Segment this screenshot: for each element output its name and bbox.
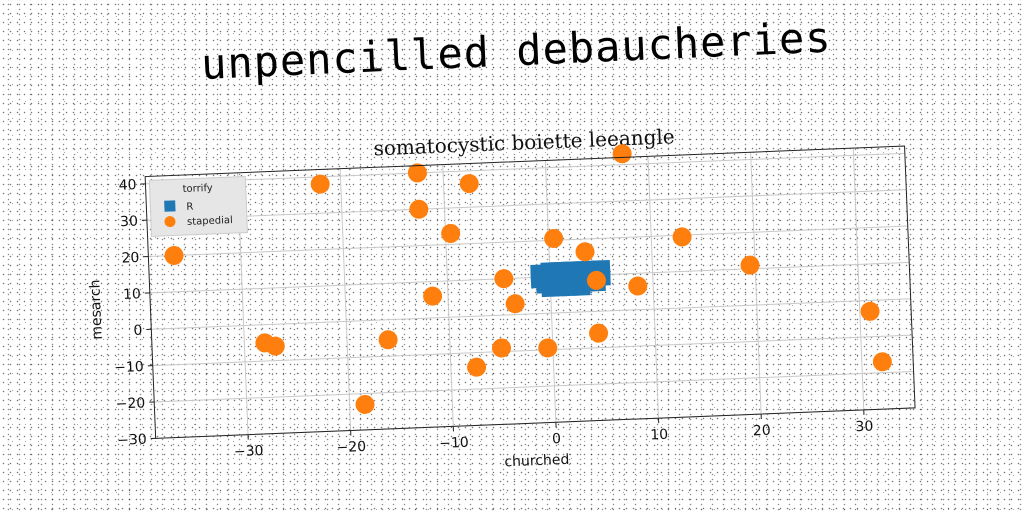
x-tick-label: 10 bbox=[650, 427, 668, 444]
x-grid-line bbox=[647, 156, 660, 419]
y-grid-line bbox=[151, 298, 911, 330]
point-stapedial bbox=[441, 223, 461, 243]
point-r bbox=[571, 277, 591, 296]
scatter-chart: somatocystic boiette leeangle −30 −20 −10 0… bbox=[73, 83, 948, 497]
point-stapedial bbox=[310, 174, 330, 194]
y-grid-line bbox=[152, 334, 913, 367]
point-stapedial bbox=[740, 255, 760, 275]
y-tick-label: 40 bbox=[118, 177, 136, 194]
y-tick-labels: −30 −20 −10 0 10 20 30 40 bbox=[114, 177, 147, 449]
x-grid-line bbox=[852, 148, 865, 410]
point-stapedial bbox=[672, 227, 692, 247]
x-grid-line bbox=[442, 164, 454, 427]
headline-text: unpencilled debaucheries bbox=[200, 12, 833, 89]
y-tick-label: 0 bbox=[133, 323, 143, 339]
point-stapedial bbox=[505, 294, 525, 314]
point-stapedial bbox=[459, 174, 479, 194]
point-stapedial bbox=[538, 338, 558, 358]
x-tick-label: 0 bbox=[552, 431, 562, 447]
chart-canvas: somatocystic boiette leeangle −30 −20 −10 0… bbox=[87, 124, 916, 471]
legend-swatch-stapedial bbox=[164, 216, 176, 228]
legend-label-r: R bbox=[186, 202, 193, 213]
point-stapedial bbox=[407, 163, 427, 183]
y-grid-line bbox=[146, 189, 907, 221]
x-grid-line bbox=[339, 168, 352, 431]
point-stapedial bbox=[164, 246, 184, 266]
data-points bbox=[164, 144, 892, 414]
y-grid-line bbox=[154, 370, 914, 403]
y-tick-label: 10 bbox=[123, 286, 141, 303]
y-tick-label: −30 bbox=[117, 432, 147, 449]
point-stapedial bbox=[355, 394, 375, 414]
x-axis-label: churched bbox=[504, 452, 570, 471]
axes-frame bbox=[144, 145, 916, 439]
legend-swatch-r bbox=[164, 200, 176, 212]
x-tick-label: 20 bbox=[753, 423, 771, 440]
point-stapedial bbox=[872, 352, 892, 372]
legend-title: torrify bbox=[182, 183, 213, 195]
point-stapedial bbox=[612, 144, 632, 164]
legend-label-stapedial: stapedial bbox=[187, 215, 233, 228]
point-stapedial bbox=[492, 338, 512, 358]
point-stapedial bbox=[628, 276, 648, 296]
point-stapedial bbox=[423, 286, 443, 306]
point-stapedial bbox=[586, 270, 606, 290]
y-tick-label: −20 bbox=[115, 395, 145, 412]
point-stapedial bbox=[544, 228, 564, 248]
point-stapedial bbox=[467, 357, 487, 377]
y-grid-line bbox=[145, 152, 905, 185]
y-tick-label: 30 bbox=[120, 214, 138, 231]
x-grid-line bbox=[750, 152, 762, 415]
point-stapedial bbox=[409, 199, 429, 219]
y-tick-label: 20 bbox=[121, 250, 139, 267]
point-stapedial bbox=[575, 242, 595, 262]
grid-lines bbox=[140, 148, 916, 440]
point-stapedial bbox=[378, 330, 398, 350]
x-tick-label: −10 bbox=[439, 435, 469, 452]
y-tick-label: −10 bbox=[114, 359, 144, 376]
y-axis-label: mesarch bbox=[87, 279, 105, 340]
x-tick-label: −20 bbox=[336, 439, 366, 456]
x-tick-label: 30 bbox=[855, 419, 873, 436]
point-stapedial bbox=[860, 301, 880, 321]
legend: torrify R stapedial bbox=[148, 176, 249, 237]
x-tick-labels: −30 −20 −10 0 10 20 30 bbox=[234, 419, 874, 461]
point-stapedial bbox=[589, 323, 609, 343]
x-tick-label: −30 bbox=[234, 443, 264, 460]
y-grid-line bbox=[148, 225, 908, 258]
point-stapedial bbox=[494, 269, 514, 289]
point-stapedial bbox=[265, 336, 285, 356]
y-grid-line bbox=[149, 261, 910, 294]
